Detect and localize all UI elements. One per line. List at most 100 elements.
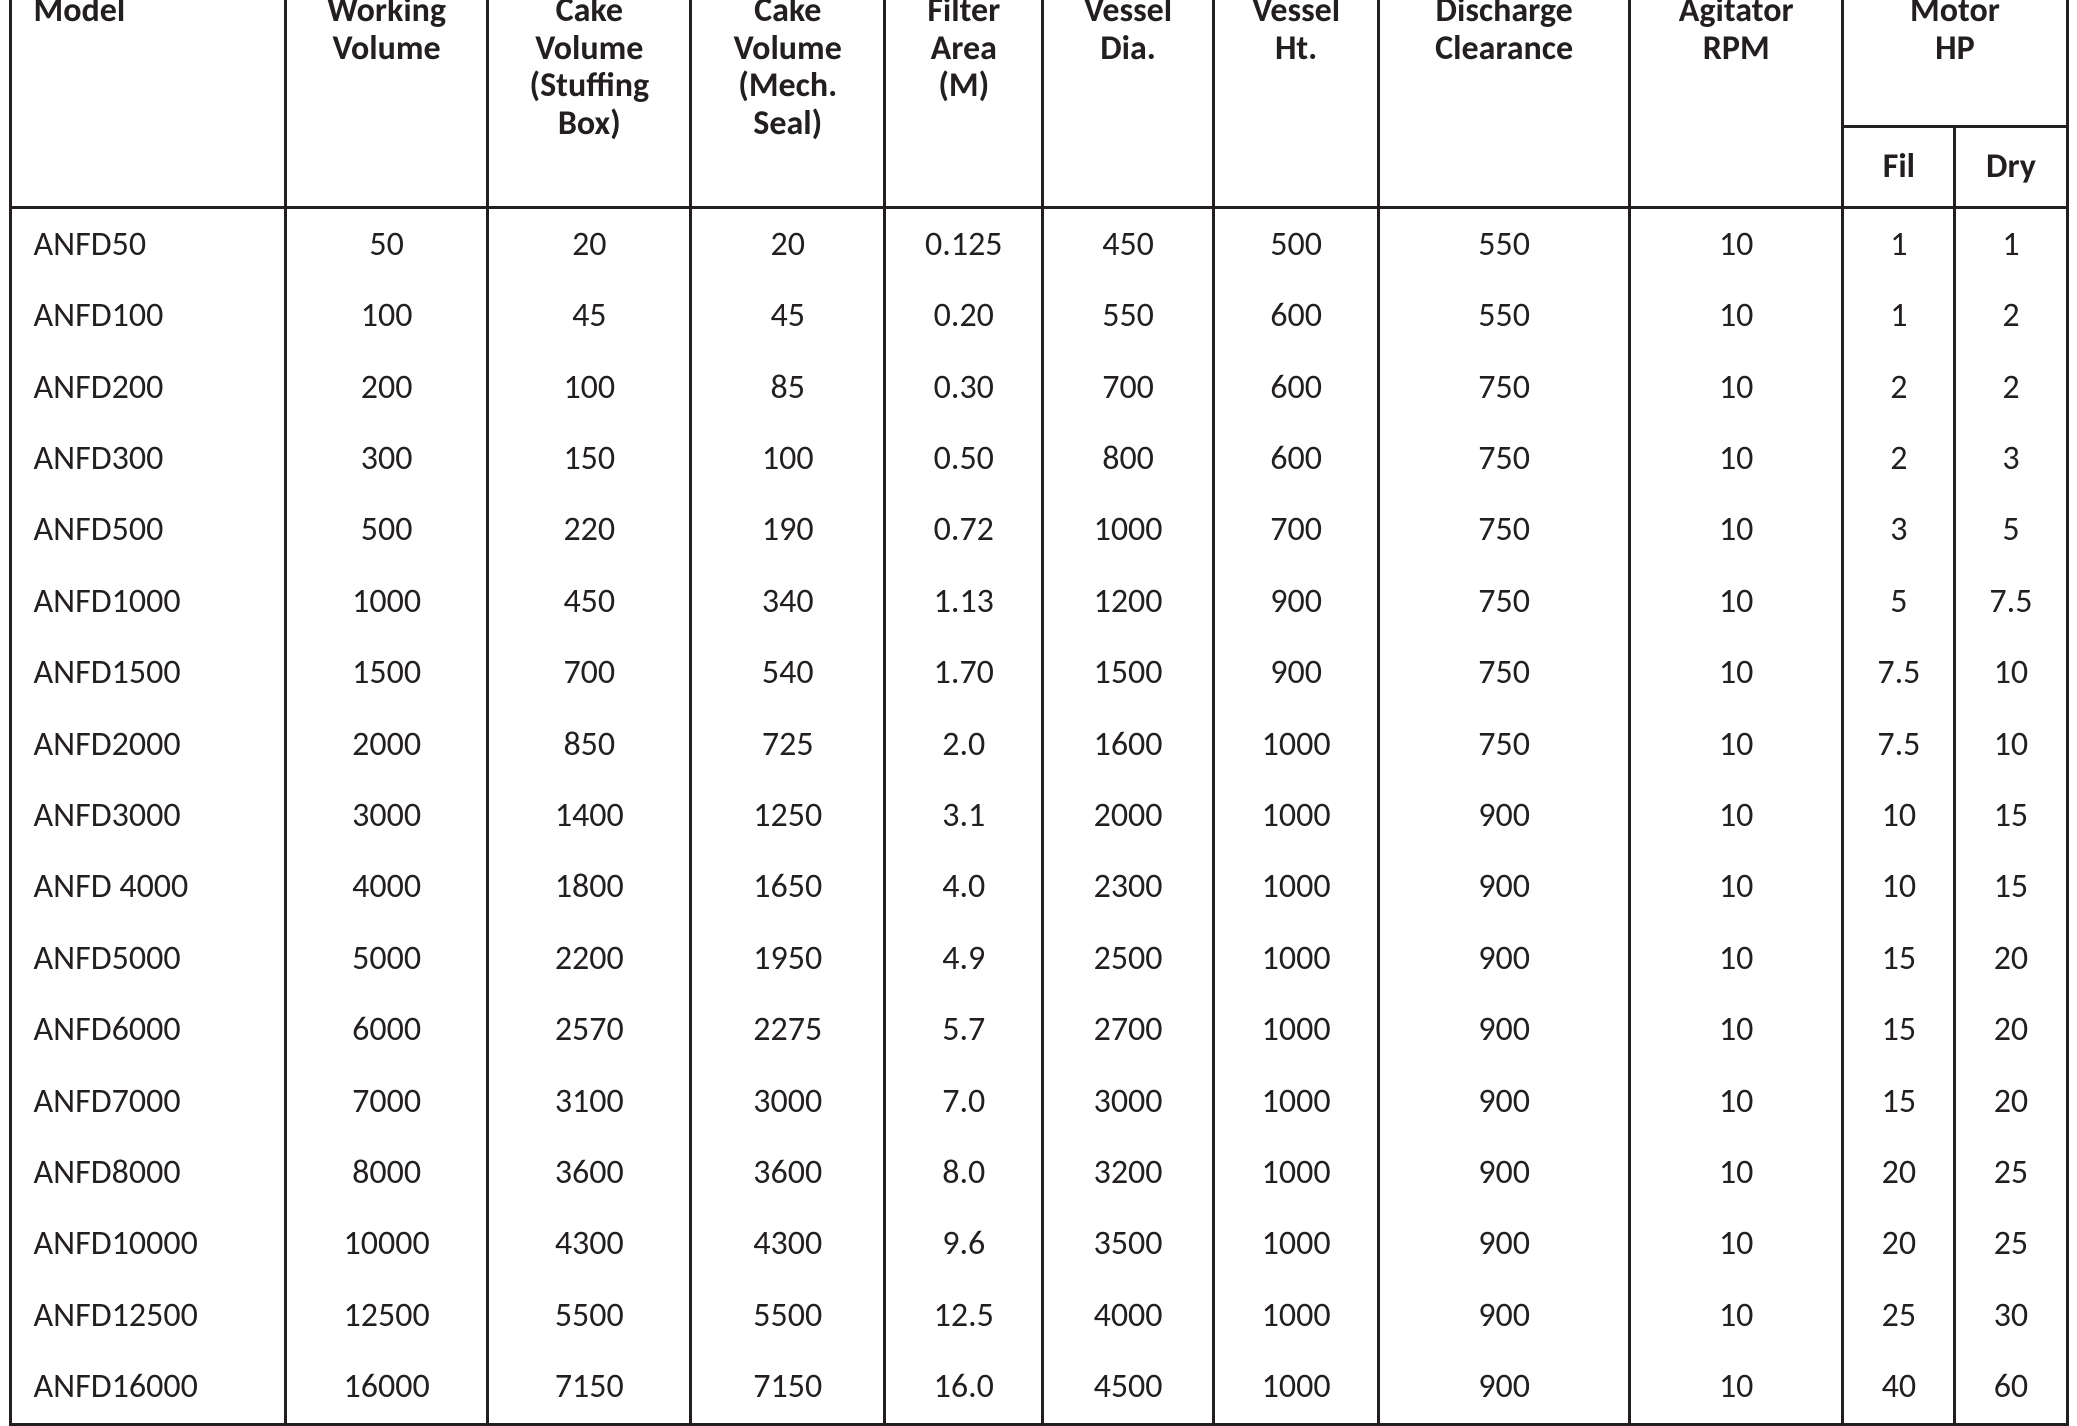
cell-cake_volume_stuffing: 1800 [488,851,691,922]
col-header-working-volume: WorkingVolume [285,0,488,207]
cell-vessel_ht: 1000 [1213,851,1378,922]
cell-cake_volume_stuffing: 3600 [488,1137,691,1208]
cell-cake_volume_mech: 1650 [691,851,885,922]
cell-motor_hp_fil: 40 [1843,1351,1955,1424]
cell-cake_volume_stuffing: 220 [488,494,691,565]
cell-working_volume: 300 [285,423,488,494]
col-header-discharge-clearance: DischargeClearance [1379,0,1630,207]
cell-model: ANFD3000 [10,780,285,851]
cell-vessel_dia: 2000 [1043,780,1214,851]
cell-working_volume: 50 [285,207,488,280]
col-header-filter-area: FilterArea(M) [885,0,1043,207]
cell-motor_hp_fil: 10 [1843,780,1955,851]
cell-agitator_rpm: 10 [1630,1280,1843,1351]
cell-agitator_rpm: 10 [1630,207,1843,280]
cell-discharge_clearance: 900 [1379,1208,1630,1279]
cell-agitator_rpm: 10 [1630,994,1843,1065]
cell-discharge_clearance: 750 [1379,352,1630,423]
col-header-vessel-ht: VesselHt. [1213,0,1378,207]
cell-cake_volume_stuffing: 450 [488,566,691,637]
cell-model: ANFD10000 [10,1208,285,1279]
table-row: ANFD3003001501000.508006007501023 [10,423,2067,494]
cell-vessel_ht: 600 [1213,352,1378,423]
cell-agitator_rpm: 10 [1630,637,1843,708]
cell-model: ANFD 4000 [10,851,285,922]
cell-cake_volume_mech: 340 [691,566,885,637]
cell-working_volume: 8000 [285,1137,488,1208]
cell-vessel_dia: 1200 [1043,566,1214,637]
cell-filter_area: 0.30 [885,352,1043,423]
table-row: ANFD505020200.1254505005501011 [10,207,2067,280]
cell-agitator_rpm: 10 [1630,566,1843,637]
cell-cake_volume_stuffing: 850 [488,709,691,780]
table-row: ANFD150015007005401.701500900750107.510 [10,637,2067,708]
cell-working_volume: 16000 [285,1351,488,1424]
cell-model: ANFD8000 [10,1137,285,1208]
cell-motor_hp_dry: 20 [1955,1066,2067,1137]
cell-motor_hp_dry: 2 [1955,280,2067,351]
cell-agitator_rpm: 10 [1630,1351,1843,1424]
cell-motor_hp_dry: 15 [1955,780,2067,851]
cell-vessel_ht: 1000 [1213,1137,1378,1208]
cell-agitator_rpm: 10 [1630,1137,1843,1208]
cell-motor_hp_dry: 60 [1955,1351,2067,1424]
cell-vessel_ht: 1000 [1213,709,1378,780]
cell-vessel_dia: 3200 [1043,1137,1214,1208]
table-row: ANFD16000160007150715016.045001000900104… [10,1351,2067,1424]
cell-vessel_dia: 550 [1043,280,1214,351]
cell-motor_hp_fil: 20 [1843,1137,1955,1208]
cell-cake_volume_stuffing: 2200 [488,923,691,994]
table-row: ANFD10010045450.205506005501012 [10,280,2067,351]
cell-motor_hp_fil: 5 [1843,566,1955,637]
cell-discharge_clearance: 750 [1379,709,1630,780]
cell-discharge_clearance: 900 [1379,851,1630,922]
cell-cake_volume_stuffing: 700 [488,637,691,708]
cell-discharge_clearance: 750 [1379,566,1630,637]
cell-cake_volume_stuffing: 7150 [488,1351,691,1424]
cell-motor_hp_dry: 25 [1955,1137,2067,1208]
table-container: Model WorkingVolume CakeVolume(StuffingB… [0,0,2077,1401]
cell-vessel_dia: 2500 [1043,923,1214,994]
cell-cake_volume_mech: 20 [691,207,885,280]
cell-motor_hp_dry: 2 [1955,352,2067,423]
cell-agitator_rpm: 10 [1630,352,1843,423]
cell-cake_volume_stuffing: 4300 [488,1208,691,1279]
cell-vessel_dia: 4000 [1043,1280,1214,1351]
cell-motor_hp_dry: 30 [1955,1280,2067,1351]
cell-discharge_clearance: 900 [1379,1137,1630,1208]
cell-working_volume: 1500 [285,637,488,708]
cell-cake_volume_stuffing: 3100 [488,1066,691,1137]
table-row: ANFD5005002201900.7210007007501035 [10,494,2067,565]
cell-motor_hp_fil: 3 [1843,494,1955,565]
cell-motor_hp_fil: 15 [1843,923,1955,994]
table-row: ANFD60006000257022755.727001000900101520 [10,994,2067,1065]
cell-discharge_clearance: 750 [1379,637,1630,708]
cell-vessel_dia: 800 [1043,423,1214,494]
cell-discharge_clearance: 900 [1379,1280,1630,1351]
cell-motor_hp_dry: 10 [1955,637,2067,708]
cell-cake_volume_stuffing: 1400 [488,780,691,851]
cell-agitator_rpm: 10 [1630,1066,1843,1137]
cell-vessel_dia: 4500 [1043,1351,1214,1424]
col-header-vessel-dia: VesselDia. [1043,0,1214,207]
cell-motor_hp_fil: 20 [1843,1208,1955,1279]
cell-filter_area: 2.0 [885,709,1043,780]
cell-filter_area: 0.50 [885,423,1043,494]
cell-discharge_clearance: 900 [1379,1351,1630,1424]
cell-agitator_rpm: 10 [1630,780,1843,851]
cell-cake_volume_mech: 4300 [691,1208,885,1279]
cell-filter_area: 1.70 [885,637,1043,708]
cell-cake_volume_stuffing: 2570 [488,994,691,1065]
cell-motor_hp_dry: 15 [1955,851,2067,922]
cell-model: ANFD16000 [10,1351,285,1424]
cell-cake_volume_stuffing: 5500 [488,1280,691,1351]
cell-motor_hp_dry: 20 [1955,994,2067,1065]
cell-motor_hp_fil: 1 [1843,280,1955,351]
cell-working_volume: 4000 [285,851,488,922]
cell-cake_volume_stuffing: 45 [488,280,691,351]
table-row: ANFD70007000310030007.030001000900101520 [10,1066,2067,1137]
cell-discharge_clearance: 750 [1379,494,1630,565]
cell-model: ANFD2000 [10,709,285,780]
cell-vessel_ht: 1000 [1213,1280,1378,1351]
cell-cake_volume_mech: 45 [691,280,885,351]
